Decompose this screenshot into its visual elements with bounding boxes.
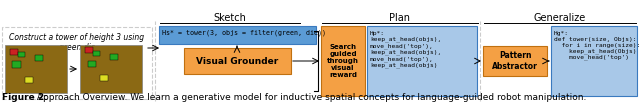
FancyBboxPatch shape	[5, 45, 67, 93]
Bar	[10, 49, 18, 55]
Text: Approach Overview. We learn a generative model for inductive spatial concepts fo: Approach Overview. We learn a generative…	[34, 93, 586, 102]
Text: Hs* = tower(3, objs = filter(green, die)): Hs* = tower(3, objs = filter(green, die)…	[162, 30, 326, 36]
Bar	[100, 75, 108, 81]
Text: Construct a tower of height 3 using
green die: Construct a tower of height 3 using gree…	[10, 33, 145, 52]
Text: Visual Grounder: Visual Grounder	[196, 57, 278, 66]
FancyBboxPatch shape	[367, 26, 477, 96]
Text: Sketch: Sketch	[214, 13, 246, 23]
Text: Figure 2:: Figure 2:	[2, 93, 48, 102]
Bar	[85, 47, 93, 53]
Bar	[110, 54, 118, 60]
Bar	[88, 61, 96, 67]
Text: Hg*:
def tower(size, Objs):
  for i in range(size):
    keep_at_head(Objs)
    m: Hg*: def tower(size, Objs): for i in ran…	[554, 31, 640, 60]
Text: Hp*:
keep_at_head(objs),
move_head('top'),
keep_at_head(objs),
move_head('top'),: Hp*: keep_at_head(objs), move_head('top'…	[370, 31, 441, 68]
FancyBboxPatch shape	[184, 48, 291, 74]
Bar	[18, 52, 25, 57]
Text: Plan: Plan	[390, 13, 410, 23]
Bar	[35, 55, 43, 61]
FancyBboxPatch shape	[483, 46, 547, 76]
Bar	[25, 77, 33, 83]
Bar	[93, 51, 100, 56]
FancyBboxPatch shape	[2, 27, 152, 99]
Text: Generalize: Generalize	[534, 13, 586, 23]
Bar	[12, 61, 21, 68]
Text: Pattern
Abstractor: Pattern Abstractor	[492, 51, 538, 71]
FancyBboxPatch shape	[551, 26, 637, 96]
FancyBboxPatch shape	[321, 26, 365, 96]
Text: Search
guided
through
visual
reward: Search guided through visual reward	[327, 44, 359, 78]
FancyBboxPatch shape	[80, 45, 142, 93]
FancyBboxPatch shape	[159, 26, 316, 44]
